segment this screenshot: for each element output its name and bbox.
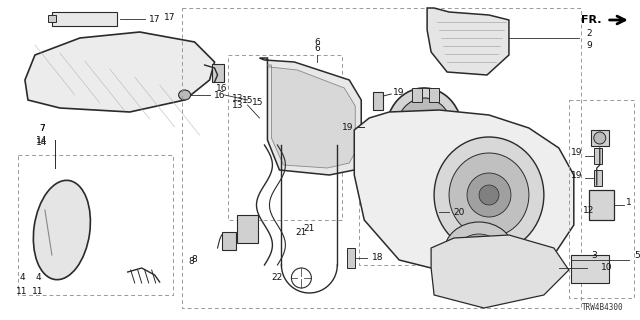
Ellipse shape	[396, 98, 452, 162]
Text: 13: 13	[232, 100, 243, 109]
Bar	[594, 148, 602, 164]
Bar	[594, 170, 602, 186]
Text: 12: 12	[583, 205, 595, 214]
Text: 17: 17	[149, 14, 161, 23]
Text: 8: 8	[192, 255, 198, 265]
Text: 15: 15	[252, 98, 263, 107]
Text: 15: 15	[242, 95, 253, 105]
Polygon shape	[25, 32, 214, 112]
Ellipse shape	[386, 88, 462, 172]
Polygon shape	[427, 8, 509, 75]
Text: 11: 11	[32, 286, 44, 295]
Bar	[373, 118, 383, 136]
Bar	[569, 100, 634, 298]
Bar	[212, 64, 223, 82]
Polygon shape	[431, 235, 569, 308]
Text: 4: 4	[35, 274, 41, 283]
Text: 4: 4	[19, 274, 25, 283]
Text: 16: 16	[216, 84, 227, 92]
Text: 14: 14	[36, 135, 47, 145]
Ellipse shape	[382, 207, 406, 223]
Ellipse shape	[594, 132, 605, 144]
Text: 8: 8	[189, 258, 195, 267]
Ellipse shape	[467, 173, 511, 217]
Text: 10: 10	[601, 263, 612, 273]
Bar	[412, 88, 422, 102]
Text: 18: 18	[371, 253, 383, 262]
Ellipse shape	[479, 185, 499, 205]
Text: 3: 3	[591, 251, 596, 260]
Polygon shape	[355, 110, 574, 275]
Text: 17: 17	[164, 12, 175, 21]
Text: 2: 2	[586, 28, 591, 37]
Bar	[359, 170, 479, 265]
Bar	[348, 248, 355, 268]
Ellipse shape	[408, 112, 440, 148]
Polygon shape	[259, 58, 361, 175]
Text: 7: 7	[39, 124, 45, 132]
Text: 16: 16	[214, 91, 225, 100]
Text: 19: 19	[342, 123, 353, 132]
Text: 19: 19	[571, 148, 582, 156]
Polygon shape	[268, 65, 355, 168]
Bar	[589, 190, 614, 220]
Bar	[221, 232, 236, 250]
Ellipse shape	[33, 180, 90, 280]
Bar	[237, 215, 259, 243]
Text: 14: 14	[36, 138, 47, 147]
Text: 13: 13	[232, 93, 243, 102]
Bar	[182, 8, 580, 308]
Text: 21: 21	[303, 223, 315, 233]
Ellipse shape	[434, 137, 544, 253]
Text: 19: 19	[571, 171, 582, 180]
Bar	[431, 202, 439, 222]
Ellipse shape	[457, 234, 501, 270]
Bar	[18, 155, 173, 295]
Bar	[48, 15, 56, 22]
Text: 7: 7	[39, 124, 45, 132]
Text: FR.: FR.	[581, 15, 602, 25]
Text: TRW4B4300: TRW4B4300	[582, 303, 624, 313]
Text: 6: 6	[314, 44, 320, 52]
Bar	[591, 130, 609, 146]
Text: 20: 20	[453, 207, 465, 217]
Bar	[571, 255, 609, 283]
Text: 11: 11	[16, 286, 28, 295]
Text: 5: 5	[634, 251, 639, 260]
Ellipse shape	[417, 123, 431, 137]
Bar	[373, 92, 383, 110]
Bar	[228, 55, 342, 220]
Text: 19: 19	[394, 87, 405, 97]
Text: 6: 6	[314, 37, 320, 46]
Text: 9: 9	[586, 41, 591, 50]
Bar	[52, 12, 116, 26]
Text: 22: 22	[272, 274, 283, 283]
Text: 1: 1	[626, 197, 632, 206]
Ellipse shape	[444, 222, 514, 282]
Text: 21: 21	[296, 228, 307, 236]
Ellipse shape	[449, 153, 529, 237]
Bar	[429, 88, 439, 102]
Ellipse shape	[179, 90, 191, 100]
